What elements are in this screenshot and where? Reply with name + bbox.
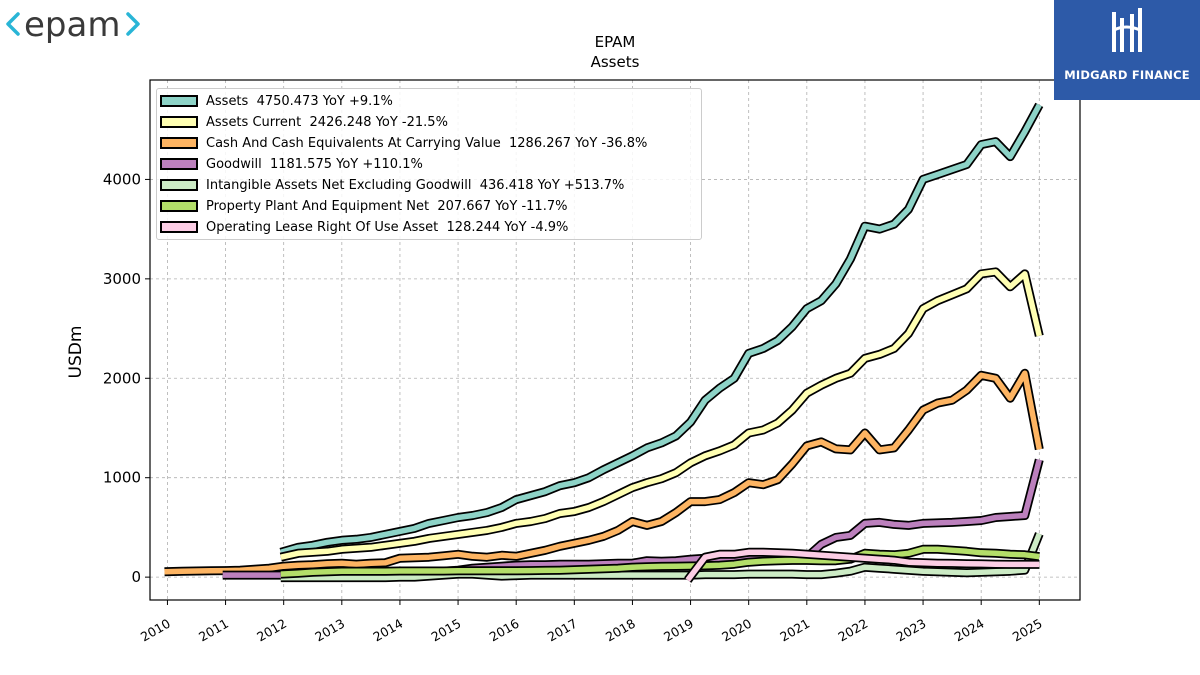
epam-right-bracket-icon xyxy=(126,12,140,36)
x-tick-label: 2013 xyxy=(312,616,347,645)
series-4 xyxy=(280,532,1044,583)
x-tick-label: 2018 xyxy=(603,616,638,645)
x-tick-label: 2016 xyxy=(487,616,522,645)
midgard-emblem-icon xyxy=(1112,8,1142,52)
y-tick-label: 4000 xyxy=(103,170,141,188)
epam-left-bracket-icon xyxy=(6,12,20,36)
y-tick-label: 3000 xyxy=(103,270,141,288)
y-tick-label: 1000 xyxy=(103,469,141,487)
legend-item-lease: Operating Lease Right Of Use Asset 128.2… xyxy=(157,217,568,237)
x-tick-label: 2010 xyxy=(138,616,173,645)
legend-label: Assets 4750.473 YoY +9.1% xyxy=(206,93,393,109)
y-axis-label: USDm xyxy=(66,325,86,379)
midgard-finance-logo: MIDGARD FINANCE xyxy=(1054,0,1200,100)
legend-item-intangible: Intangible Assets Net Excluding Goodwill… xyxy=(157,175,624,195)
legend-item-goodwill: Goodwill 1181.575 YoY +110.1% xyxy=(157,154,423,174)
legend-swatch xyxy=(160,200,198,212)
epam-logo: epam xyxy=(4,2,144,56)
legend-swatch xyxy=(160,179,198,191)
x-tick-label: 2019 xyxy=(661,616,696,645)
legend-swatch xyxy=(160,137,198,149)
legend-label: Intangible Assets Net Excluding Goodwill… xyxy=(206,177,625,193)
series-line xyxy=(280,546,1040,577)
legend-swatch xyxy=(160,221,198,233)
series-line xyxy=(280,269,1042,560)
plot-frame xyxy=(149,79,1081,601)
x-tick-label: 2021 xyxy=(777,616,812,645)
series-layer xyxy=(164,102,1044,583)
x-tick-label: 2015 xyxy=(429,616,464,645)
legend-label: Operating Lease Right Of Use Asset 128.2… xyxy=(206,219,569,235)
x-tick-label: 2025 xyxy=(1010,616,1045,645)
series-6 xyxy=(684,547,1040,583)
series-1 xyxy=(279,267,1044,562)
legend-label: Cash And Cash Equivalents At Carrying Va… xyxy=(206,135,648,151)
midgard-logo-text: MIDGARD FINANCE xyxy=(1064,68,1190,82)
x-tick-label: 2014 xyxy=(370,616,405,645)
x-tick-label: 2017 xyxy=(545,616,580,645)
chart-subtitle: Assets xyxy=(590,53,640,71)
series-2 xyxy=(164,368,1044,577)
series-line xyxy=(280,532,1042,581)
legend-item-assets-current: Assets Current 2426.248 YoY -21.5% xyxy=(157,112,448,132)
chart-title: EPAM xyxy=(594,33,636,51)
series-line xyxy=(164,370,1043,575)
legend-label: Property Plant And Equipment Net 207.667… xyxy=(206,198,568,214)
epam-logo-text: epam xyxy=(24,5,120,45)
series-line xyxy=(280,103,1042,555)
legend-swatch xyxy=(160,116,198,128)
x-tick-label: 2022 xyxy=(835,616,870,645)
legend-label: Goodwill 1181.575 YoY +110.1% xyxy=(206,156,423,172)
x-tick-label: 2023 xyxy=(894,616,929,645)
legend: Assets 4750.473 YoY +9.1% Assets Current… xyxy=(156,88,702,240)
legend-swatch xyxy=(160,158,198,170)
x-tick-label: 2011 xyxy=(196,616,231,645)
legend-swatch xyxy=(160,95,198,107)
legend-item-assets: Assets 4750.473 YoY +9.1% xyxy=(157,91,393,111)
x-tick-label: 2024 xyxy=(952,616,987,645)
y-tick-label: 2000 xyxy=(103,369,141,387)
series-0 xyxy=(279,102,1044,557)
series-line xyxy=(685,549,1040,582)
x-tick-label: 2020 xyxy=(719,616,754,645)
series-5 xyxy=(280,544,1040,579)
legend-item-ppe: Property Plant And Equipment Net 207.667… xyxy=(157,196,567,216)
legend-item-cash: Cash And Cash Equivalents At Carrying Va… xyxy=(157,133,647,153)
legend-label: Assets Current 2426.248 YoY -21.5% xyxy=(206,114,448,130)
y-tick-label: 0 xyxy=(131,568,141,586)
series-line-outline xyxy=(279,267,1044,562)
x-tick-label: 2012 xyxy=(254,616,289,645)
